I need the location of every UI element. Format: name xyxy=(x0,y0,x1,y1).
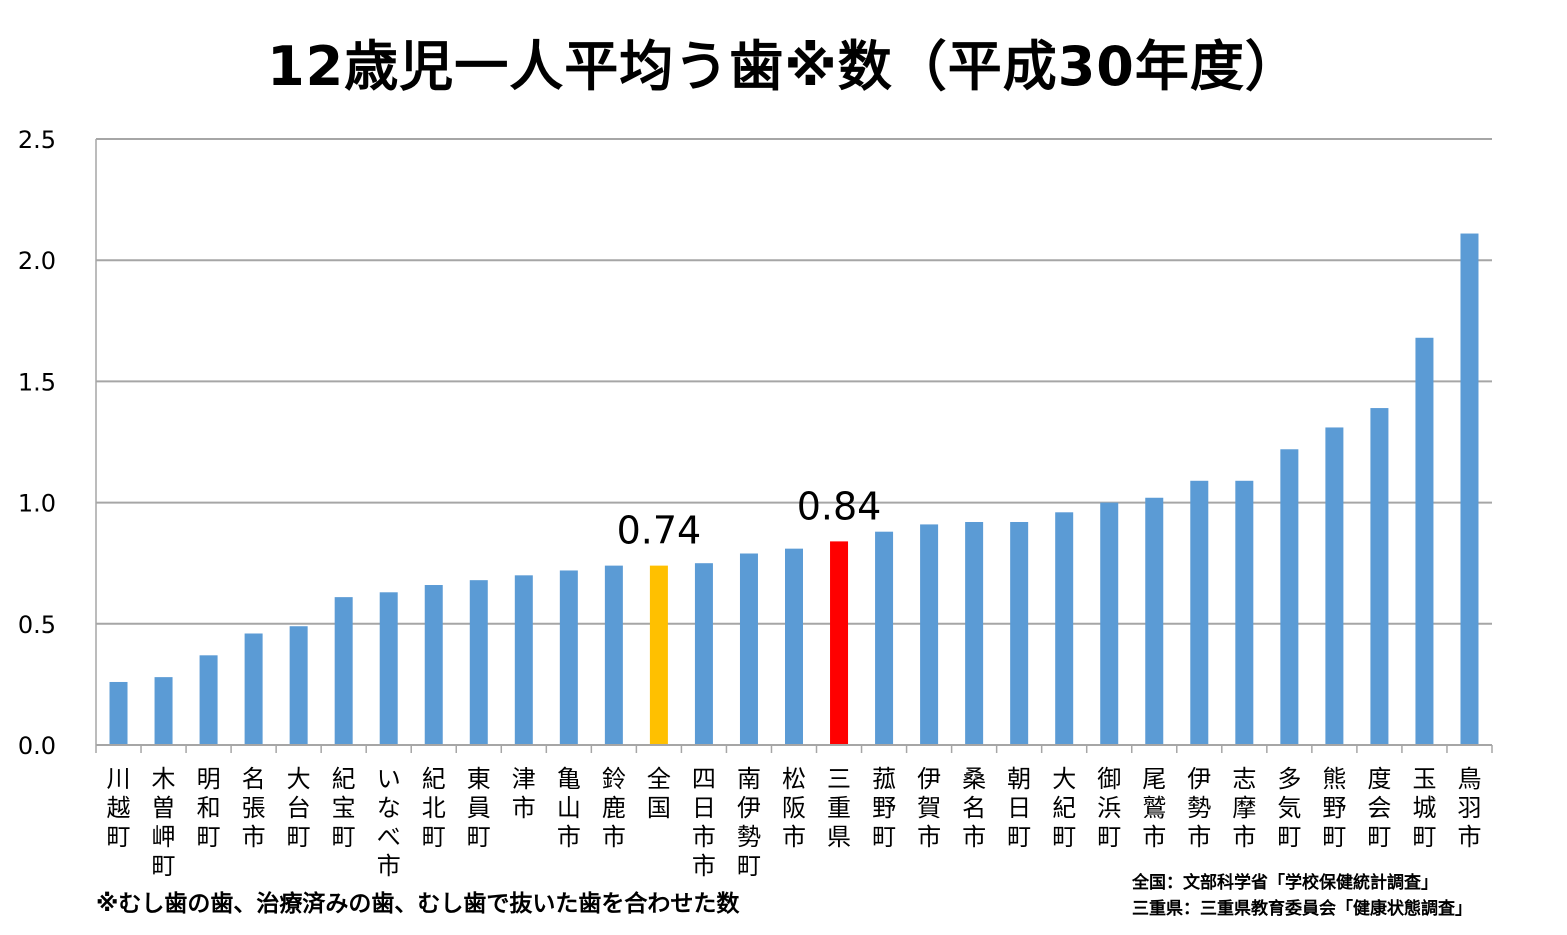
bar xyxy=(1190,480,1209,745)
bar xyxy=(694,563,713,745)
x-category-label: 津市 xyxy=(512,765,536,822)
bar xyxy=(1460,233,1479,745)
bar xyxy=(1100,502,1119,745)
y-tick-label: 2.5 xyxy=(18,126,56,154)
bar xyxy=(604,565,623,745)
bar xyxy=(739,553,758,745)
bar xyxy=(1145,497,1164,745)
y-tick-label: 0.5 xyxy=(18,611,56,639)
bar xyxy=(199,655,218,745)
x-category-label: 鈴鹿市 xyxy=(602,765,626,851)
x-category-label: 明和町 xyxy=(197,765,221,851)
x-category-label: 川越町 xyxy=(107,765,131,851)
x-category-label: 名張市 xyxy=(242,765,266,851)
y-tick-label: 2.0 xyxy=(18,247,56,275)
bar xyxy=(514,575,533,745)
x-category-label: 大紀町 xyxy=(1052,765,1076,851)
bar xyxy=(154,677,173,745)
bar xyxy=(244,633,263,745)
x-category-label: 松阪市 xyxy=(782,765,806,851)
x-category-label: 朝日町 xyxy=(1007,765,1031,851)
x-category-label: いなべ市 xyxy=(377,765,401,880)
bar xyxy=(875,531,894,745)
bar xyxy=(649,565,668,745)
x-category-label: 志摩市 xyxy=(1232,765,1256,851)
x-category-label: 伊勢市 xyxy=(1187,765,1211,851)
x-category-label: 紀宝町 xyxy=(332,765,356,851)
bar xyxy=(1010,521,1029,745)
x-category-label: 東員町 xyxy=(467,765,491,851)
x-category-label: 度会町 xyxy=(1367,765,1391,851)
bar xyxy=(920,524,939,745)
x-category-label: 御浜町 xyxy=(1097,765,1121,851)
bar xyxy=(379,592,398,745)
data-label: 0.84 xyxy=(797,484,882,528)
x-category-label: 紀北町 xyxy=(422,765,446,851)
bar xyxy=(424,585,443,745)
bar xyxy=(1235,480,1254,745)
x-category-label: 玉城町 xyxy=(1412,765,1436,851)
bar xyxy=(1415,337,1434,745)
x-category-label: 伊賀市 xyxy=(917,765,941,851)
y-tick-label: 1.5 xyxy=(18,368,56,396)
x-category-label: 三重県 xyxy=(827,765,851,851)
x-category-label: 菰野町 xyxy=(872,765,896,851)
x-category-label: 亀山市 xyxy=(557,765,581,851)
x-category-label: 尾鷲市 xyxy=(1142,765,1166,851)
bar xyxy=(830,541,849,745)
x-category-label: 南伊勢町 xyxy=(737,765,761,880)
bar xyxy=(1370,408,1389,745)
x-category-label: 木曽岬町 xyxy=(152,765,176,880)
x-category-label: 四日市市 xyxy=(692,765,716,880)
x-category-label: 鳥羽市 xyxy=(1457,765,1481,851)
x-category-label: 多気町 xyxy=(1277,765,1301,851)
bar xyxy=(965,521,984,745)
x-category-label: 桑名市 xyxy=(962,765,986,851)
bar xyxy=(289,626,308,745)
y-tick-label: 0.0 xyxy=(18,732,56,760)
y-tick-label: 1.0 xyxy=(18,490,56,518)
data-label: 0.74 xyxy=(617,509,702,553)
x-category-label: 熊野町 xyxy=(1322,765,1346,851)
source-note-mie: 三重県：三重県教育委員会「健康状態調査」 xyxy=(1132,899,1472,919)
bar xyxy=(1280,449,1299,745)
source-note-national: 全国：文部科学省「学校保健統計調査」 xyxy=(1132,873,1438,893)
footnote: ※むし歯の歯、治療済みの歯、むし歯で抜いた歯を合わせた数 xyxy=(96,891,740,917)
bar xyxy=(785,548,803,745)
chart-title: 12歳児一人平均う歯※数（平成30年度） xyxy=(267,35,1300,98)
bar xyxy=(1325,427,1344,745)
x-category-label: 大台町 xyxy=(287,765,311,851)
bar xyxy=(559,570,578,745)
bar xyxy=(469,580,488,745)
bar xyxy=(1055,512,1074,745)
bar xyxy=(334,597,353,745)
bar xyxy=(109,681,128,745)
x-category-label: 全国 xyxy=(647,765,671,822)
